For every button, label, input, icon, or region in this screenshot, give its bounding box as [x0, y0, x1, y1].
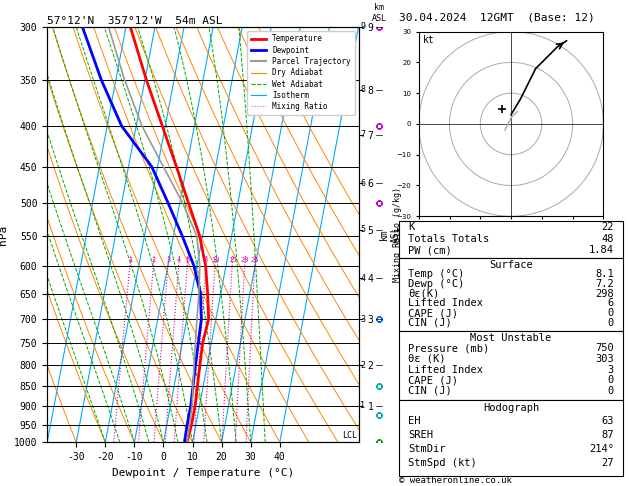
- Text: 3: 3: [166, 257, 170, 263]
- Text: CAPE (J): CAPE (J): [408, 375, 459, 385]
- Text: 15: 15: [228, 257, 237, 263]
- Bar: [399, 330, 623, 399]
- Text: EH: EH: [408, 417, 421, 426]
- Text: Hodograph: Hodograph: [483, 402, 539, 413]
- Text: CIN (J): CIN (J): [408, 318, 452, 328]
- Text: 25: 25: [250, 257, 259, 263]
- Text: 22: 22: [601, 222, 614, 232]
- Text: Pressure (mb): Pressure (mb): [408, 343, 489, 353]
- Text: 298: 298: [595, 289, 614, 299]
- Text: 8.1: 8.1: [595, 269, 614, 279]
- Text: 750: 750: [595, 343, 614, 353]
- Bar: [399, 399, 623, 476]
- Text: 2: 2: [152, 257, 156, 263]
- Text: 48: 48: [601, 234, 614, 243]
- Y-axis label: km
ASL: km ASL: [379, 226, 401, 243]
- Text: 6: 6: [360, 179, 365, 188]
- Text: km
ASL: km ASL: [372, 3, 386, 22]
- Legend: Temperature, Dewpoint, Parcel Trajectory, Dry Adiabat, Wet Adiabat, Isotherm, Mi: Temperature, Dewpoint, Parcel Trajectory…: [247, 31, 355, 115]
- Text: 9: 9: [360, 22, 365, 31]
- Text: StmDir: StmDir: [408, 444, 446, 454]
- Text: 57°12'N  357°12'W  54m ASL: 57°12'N 357°12'W 54m ASL: [47, 16, 223, 26]
- Bar: [399, 221, 623, 258]
- Text: Mixing Ratio (g/kg): Mixing Ratio (g/kg): [394, 187, 403, 282]
- Text: Lifted Index: Lifted Index: [408, 364, 483, 375]
- Y-axis label: hPa: hPa: [0, 225, 8, 244]
- Text: Temp (°C): Temp (°C): [408, 269, 465, 279]
- Text: Surface: Surface: [489, 260, 533, 270]
- Text: CIN (J): CIN (J): [408, 386, 452, 396]
- Text: 0: 0: [608, 375, 614, 385]
- X-axis label: Dewpoint / Temperature (°C): Dewpoint / Temperature (°C): [112, 468, 294, 478]
- Text: 7.2: 7.2: [595, 279, 614, 289]
- Text: 4: 4: [360, 274, 365, 283]
- Text: Most Unstable: Most Unstable: [470, 333, 552, 343]
- Text: 0: 0: [608, 308, 614, 318]
- Text: 5: 5: [186, 257, 189, 263]
- Text: 2: 2: [360, 361, 365, 370]
- Text: 1.84: 1.84: [589, 245, 614, 255]
- Text: 4: 4: [177, 257, 181, 263]
- Text: 0: 0: [608, 318, 614, 328]
- Bar: [399, 258, 623, 330]
- Text: θε(K): θε(K): [408, 289, 440, 299]
- Text: LCL: LCL: [342, 431, 357, 440]
- Text: 3: 3: [608, 364, 614, 375]
- Text: 1: 1: [360, 401, 365, 410]
- Text: 303: 303: [595, 354, 614, 364]
- Text: 214°: 214°: [589, 444, 614, 454]
- Text: 0: 0: [608, 386, 614, 396]
- Text: 3: 3: [360, 314, 365, 324]
- Text: 63: 63: [601, 417, 614, 426]
- Text: 6: 6: [608, 298, 614, 309]
- Text: © weatheronline.co.uk: © weatheronline.co.uk: [399, 476, 512, 485]
- Text: 1: 1: [128, 257, 132, 263]
- Text: SREH: SREH: [408, 431, 433, 440]
- Text: Totals Totals: Totals Totals: [408, 234, 489, 243]
- Text: kt: kt: [423, 35, 434, 45]
- Text: 27: 27: [601, 458, 614, 468]
- Text: StmSpd (kt): StmSpd (kt): [408, 458, 477, 468]
- Text: K: K: [408, 222, 415, 232]
- Text: Lifted Index: Lifted Index: [408, 298, 483, 309]
- Text: CAPE (J): CAPE (J): [408, 308, 459, 318]
- Text: 8: 8: [204, 257, 208, 263]
- Text: 87: 87: [601, 431, 614, 440]
- Text: PW (cm): PW (cm): [408, 245, 452, 255]
- Text: θε (K): θε (K): [408, 354, 446, 364]
- Text: 10: 10: [211, 257, 220, 263]
- Text: 20: 20: [241, 257, 249, 263]
- Text: 30.04.2024  12GMT  (Base: 12): 30.04.2024 12GMT (Base: 12): [399, 12, 595, 22]
- Text: Dewp (°C): Dewp (°C): [408, 279, 465, 289]
- Text: 7: 7: [360, 130, 365, 139]
- Text: 8: 8: [360, 85, 365, 94]
- Text: 5: 5: [360, 225, 365, 234]
